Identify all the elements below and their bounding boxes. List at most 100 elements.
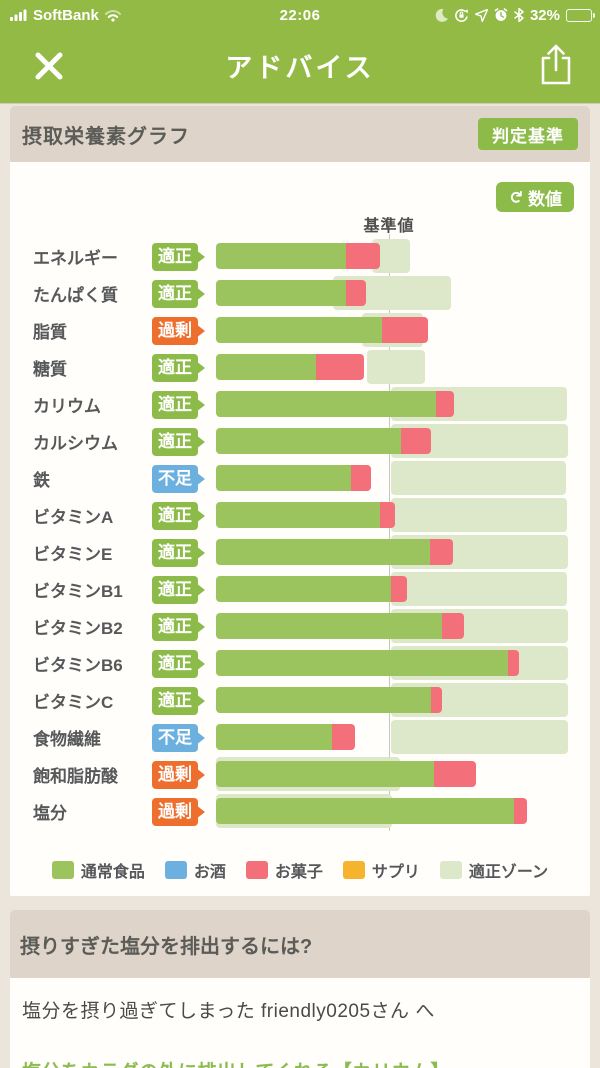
legend-label: 通常食品 [80,864,145,881]
bar-track [216,386,578,423]
snack-bar-segment [391,576,408,602]
nutrient-label: ビタミンB1 [33,582,123,601]
bar-track [216,608,578,645]
graph-card-header: 摂取栄養素グラフ 判定基準 [10,106,590,162]
snack-bar-segment [345,280,366,306]
alarm-clock-icon [494,8,508,22]
chart-row: 糖質 適正 [10,349,590,386]
nutrient-label: カルシウム [33,434,118,453]
bar-track [216,423,578,460]
status-badge: 適正 [152,575,198,604]
bar-track [216,756,578,793]
share-button[interactable] [536,44,576,88]
chart-row: ビタミンE 適正 [10,534,590,571]
status-badge: 適正 [152,501,198,530]
reference-line [389,234,390,831]
snack-bar-segment [331,724,355,750]
status-badge: 適正 [152,427,198,456]
nutrient-label: ビタミンE [33,545,113,564]
nutrition-chart: ↻ 数値 基準値 エネルギー 適正 たんぱく質 適正 脂質 過剰 [10,162,590,896]
status-bar: SoftBank 22:06 [0,0,600,30]
graph-section-title: 摂取栄養素グラフ [22,125,190,148]
chart-row: カリウム 適正 [10,386,590,423]
numeric-toggle-button[interactable]: ↻ 数値 [495,182,574,212]
legend-swatch [51,861,74,879]
normal-food-bar-segment [216,428,401,454]
advice-card-header: 摂りすぎた塩分を排出するには? [10,910,590,978]
normal-food-bar-segment [216,317,383,343]
bar-track [216,497,578,534]
status-badge: 適正 [152,538,198,567]
normal-food-bar-segment [216,613,442,639]
nutrient-label: ビタミンB2 [33,619,123,638]
nutrient-label: たんぱく質 [33,286,118,305]
normal-food-bar-segment [216,391,437,417]
normal-food-bar-segment [216,465,351,491]
bar-track [216,238,578,275]
appropriate-zone [391,498,568,532]
normal-food-bar-segment [216,243,346,269]
criteria-button[interactable]: 判定基準 [478,118,578,150]
status-badge: 不足 [152,723,198,752]
chart-row: ビタミンB6 適正 [10,645,590,682]
snack-bar-segment [429,539,454,565]
status-time: 22:06 [279,6,321,24]
snack-bar-segment [345,243,381,269]
chart-row: ビタミンB1 適正 [10,571,590,608]
snack-bar-segment [350,465,371,491]
status-badge: 過剰 [152,797,198,826]
normal-food-bar-segment [216,576,392,602]
nutrient-label: 鉄 [33,471,50,490]
nutrient-label: 糖質 [33,360,67,379]
status-badge: 適正 [152,612,198,641]
refresh-icon: ↻ [505,189,525,205]
snack-bar-segment [433,761,476,787]
normal-food-bar-segment [216,724,332,750]
snack-bar-segment [513,798,527,824]
normal-food-bar-segment [216,798,514,824]
close-icon [33,52,65,85]
normal-food-bar-segment [216,761,434,787]
status-badge: 不足 [152,464,198,493]
bar-track [216,793,578,830]
status-badge: 過剰 [152,760,198,789]
normal-food-bar-segment [216,354,316,380]
appropriate-zone [367,350,425,384]
bluetooth-icon [514,8,524,22]
chart-row: 飽和脂肪酸 過剰 [10,756,590,793]
normal-food-bar-segment [216,502,381,528]
nutrient-label: 脂質 [33,323,67,342]
bar-track [216,571,578,608]
snack-bar-segment [380,502,396,528]
status-badge: 適正 [152,649,198,678]
close-button[interactable] [32,50,66,84]
chart-legend: 通常食品 お酒 お菓子 サプリ 適正ゾーン [10,858,590,882]
wifi-icon [104,9,122,22]
legend-item: 通常食品 [51,858,145,882]
normal-food-bar-segment [216,539,430,565]
nutrient-label: カリウム [33,397,101,416]
appropriate-zone [391,572,568,606]
nutrient-label: 飽和脂肪酸 [33,767,118,786]
normal-food-bar-segment [216,280,346,306]
chart-row: たんぱく質 適正 [10,275,590,312]
snack-bar-segment [382,317,428,343]
cellular-signal-icon [10,9,28,21]
status-badge: 過剰 [152,316,198,345]
bar-track [216,645,578,682]
orientation-lock-icon [454,8,469,23]
legend-label: お酒 [193,864,226,881]
bar-track [216,312,578,349]
chart-row: カルシウム 適正 [10,423,590,460]
share-icon [538,44,574,89]
snack-bar-segment [400,428,431,454]
advice-section-title: 摂りすぎた塩分を排出するには? [20,935,313,958]
advice-lead-text: 塩分を摂り過ぎてしまった friendly0205さん へ [22,1001,435,1022]
chart-row: 鉄 不足 [10,460,590,497]
status-badge: 適正 [152,279,198,308]
carrier-label: SoftBank [33,6,99,24]
battery-icon [566,8,595,22]
snack-bar-segment [436,391,455,417]
snack-bar-segment [507,650,519,676]
